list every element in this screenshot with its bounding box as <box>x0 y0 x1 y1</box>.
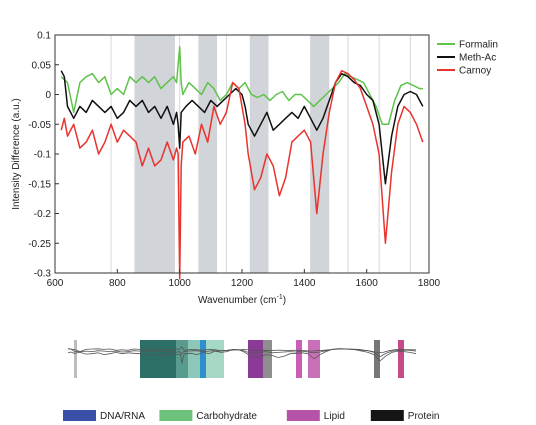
y-tick-label-3: -0.05 <box>28 120 51 131</box>
shaded-band-3 <box>310 35 330 273</box>
y-tick-label-4: -0.1 <box>34 150 52 161</box>
category-legend: DNA/RNA Carbohydrate Lipid Protein <box>63 410 439 422</box>
thumbnail-band-5 <box>206 340 224 378</box>
category-label-1: Carbohydrate <box>196 411 257 422</box>
x-tick-label-5: 1600 <box>356 278 379 289</box>
main-chart: 600 800 1000 1200 1400 1600 1800 0.1 0.05 0 -0.05… <box>11 31 498 307</box>
y-axis-ticks: 0.1 0.05 0 -0.05 -0.1 -0.15 -0.2 -0.25 -0.3 <box>28 31 59 280</box>
legend-label-carnoy: Carnoy <box>459 66 491 77</box>
y-tick-label-1: 0.05 <box>32 60 52 71</box>
x-axis-ticks: 600 800 1000 1200 1400 1600 1800 <box>47 269 441 289</box>
plot-area <box>55 35 429 273</box>
thumbnail-band-4 <box>200 340 206 378</box>
thumbnail-band-6 <box>248 340 263 378</box>
x-tick-label-2: 1000 <box>169 278 192 289</box>
x-tick-label-4: 1400 <box>293 278 316 289</box>
legend: Formalin Meth-Ac Carnoy <box>437 40 498 77</box>
thumbnail-band-7 <box>263 340 272 378</box>
y-tick-label-2: 0 <box>45 90 51 101</box>
y-tick-label-8: -0.3 <box>34 269 52 280</box>
series-line-carnoy <box>60 69 424 280</box>
shaded-band-2 <box>249 35 269 273</box>
y-tick-label-0: 0.1 <box>37 31 51 42</box>
thumbnail-band-3 <box>188 340 200 378</box>
thumbnail-frame <box>62 340 422 378</box>
thumbnail-band-11 <box>398 340 404 378</box>
shaded-band-0 <box>134 35 175 273</box>
x-axis-label: Wavenumber (cm-1) <box>198 294 286 306</box>
shaded-band-1 <box>198 35 218 273</box>
category-swatch-0 <box>63 410 96 421</box>
thumbnail-band-1 <box>140 340 176 378</box>
thumbnail-band-8 <box>296 340 302 378</box>
thumbnail-lines <box>67 346 417 364</box>
x-tick-label-1: 800 <box>109 278 126 289</box>
category-label-2: Lipid <box>324 411 345 422</box>
y-tick-label-5: -0.15 <box>28 179 51 190</box>
thumbnail-line-2 <box>67 348 417 364</box>
x-tick-label-0: 600 <box>47 278 64 289</box>
band-thumbnail <box>62 340 422 378</box>
category-label-3: Protein <box>408 411 440 422</box>
category-swatch-2 <box>286 410 320 421</box>
y-axis-label: Intensity Difference (a.u.) <box>11 98 22 210</box>
category-swatch-1 <box>159 410 193 421</box>
legend-label-meth-ac: Meth-Ac <box>459 53 496 64</box>
category-label-0: DNA/RNA <box>100 411 145 422</box>
x-tick-label-3: 1200 <box>231 278 254 289</box>
thumbnail-band-10 <box>374 340 380 378</box>
thumbnail-band-0 <box>74 340 77 378</box>
x-tick-label-6: 1800 <box>418 278 441 289</box>
y-tick-label-6: -0.2 <box>34 209 52 220</box>
legend-label-formalin: Formalin <box>459 40 498 51</box>
y-tick-label-7: -0.25 <box>28 239 51 250</box>
category-swatch-3 <box>370 410 404 421</box>
series-lines <box>60 46 424 280</box>
thumbnail-band-2 <box>176 340 188 378</box>
